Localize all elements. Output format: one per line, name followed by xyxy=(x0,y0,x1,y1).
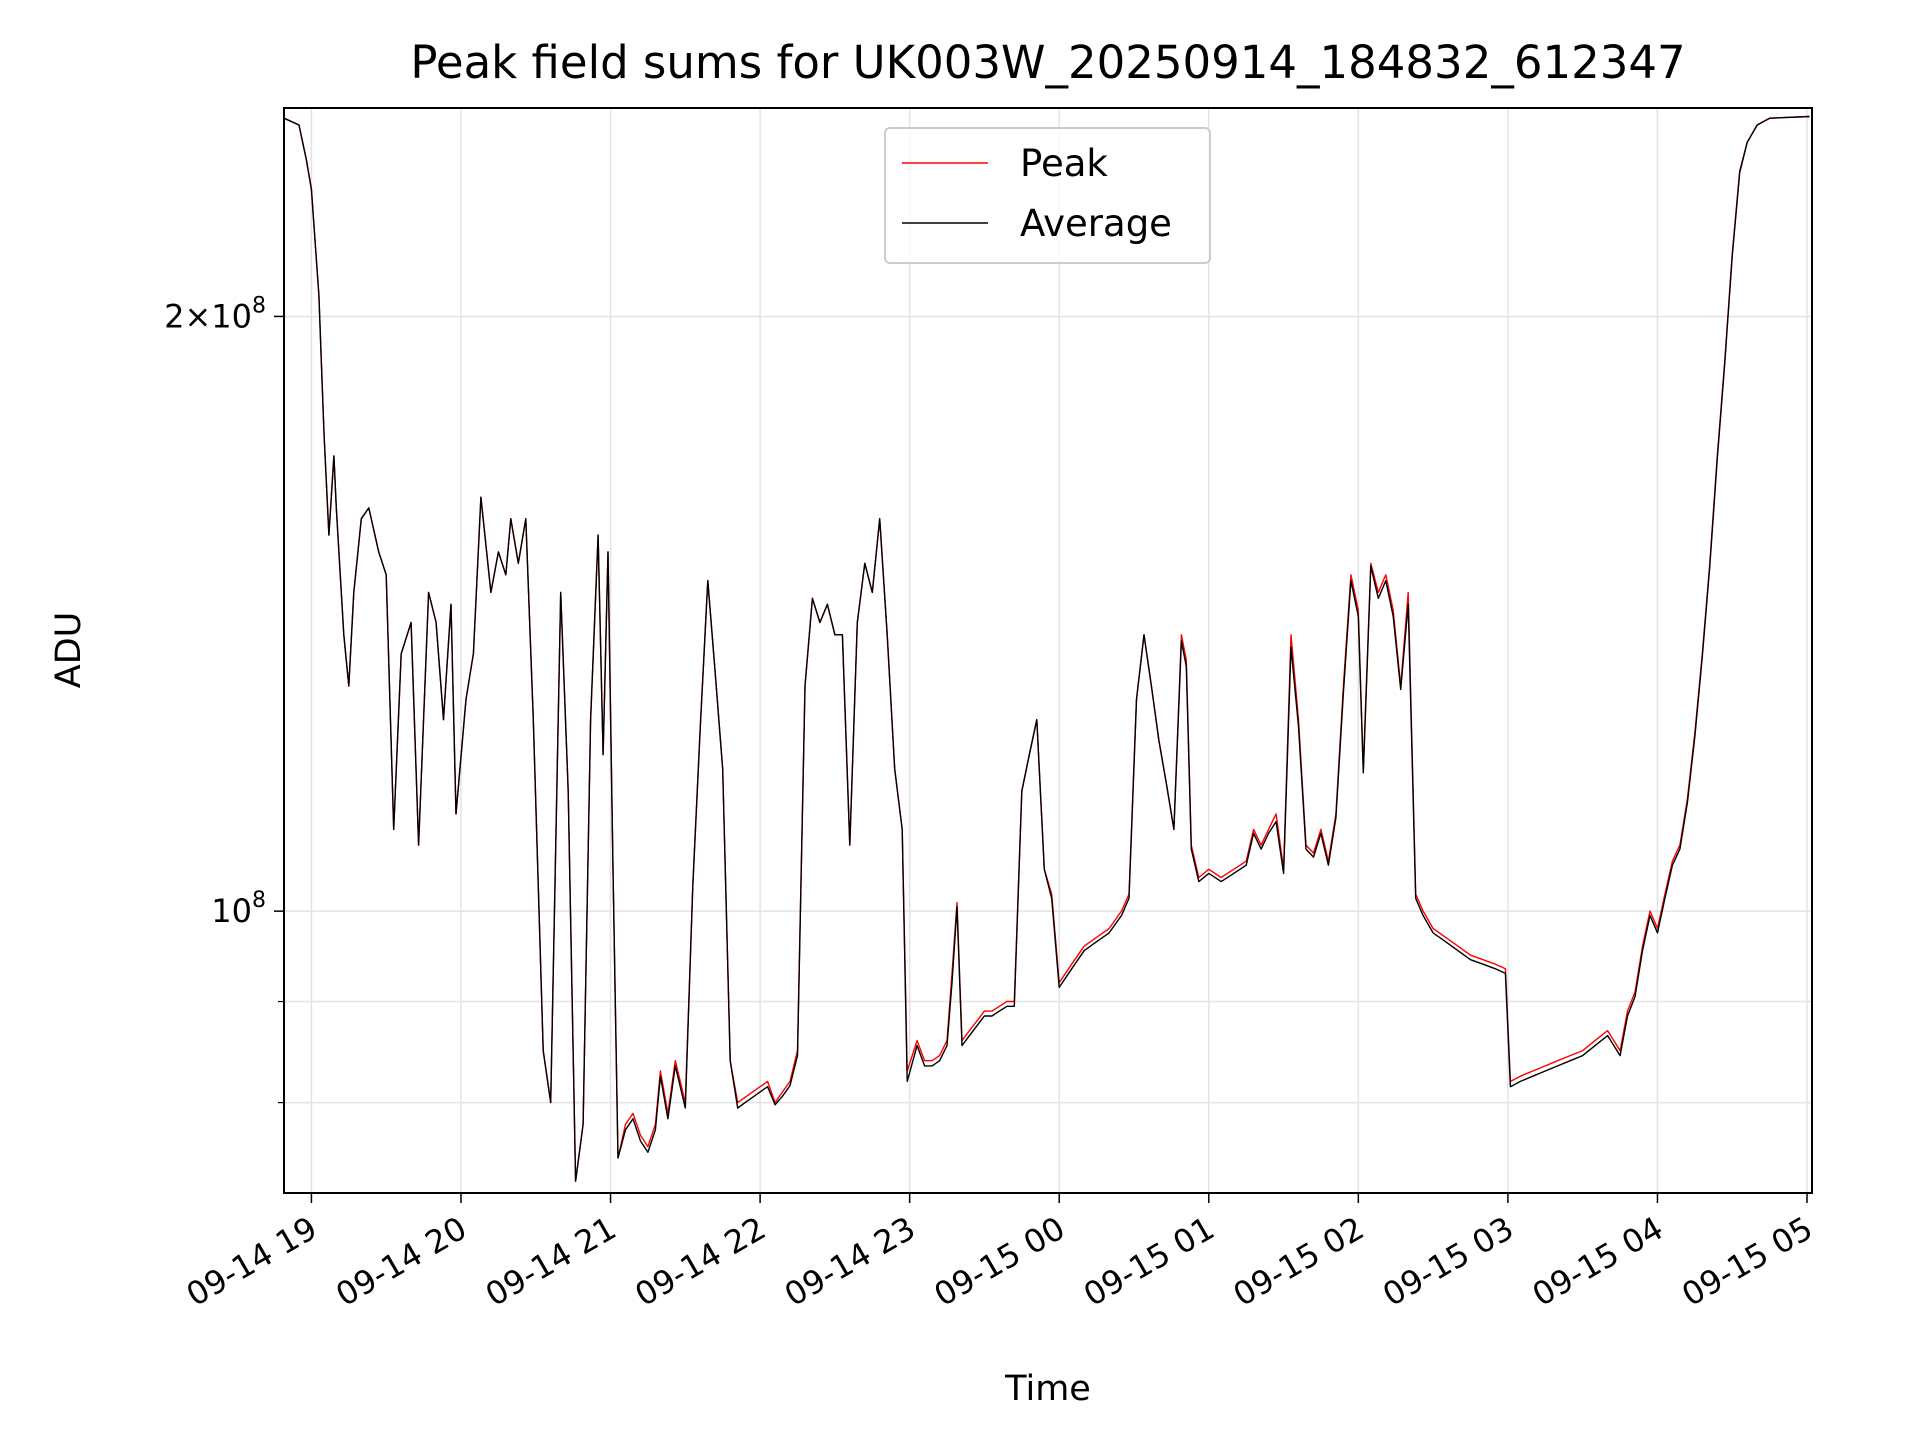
legend-box xyxy=(884,127,1211,264)
series-line-average xyxy=(283,115,1810,1182)
grid xyxy=(284,108,1812,1193)
legend-label-peak: Peak xyxy=(1020,142,1108,185)
y-axis-label: ADU xyxy=(49,612,89,689)
y-tick-label: 2×108 xyxy=(164,293,266,335)
x-axis-label: Time xyxy=(1004,1369,1091,1409)
legend-label-average: Average xyxy=(1020,202,1172,245)
y-axis: 108 2×108 xyxy=(164,293,284,1104)
chart-title: Peak field sums for UK003W_20250914_1848… xyxy=(410,36,1685,89)
series-layer xyxy=(283,115,1810,1182)
legend: Peak Average xyxy=(884,127,1211,264)
y-tick-label: 108 xyxy=(211,888,266,930)
plot-frame xyxy=(283,107,1813,1194)
